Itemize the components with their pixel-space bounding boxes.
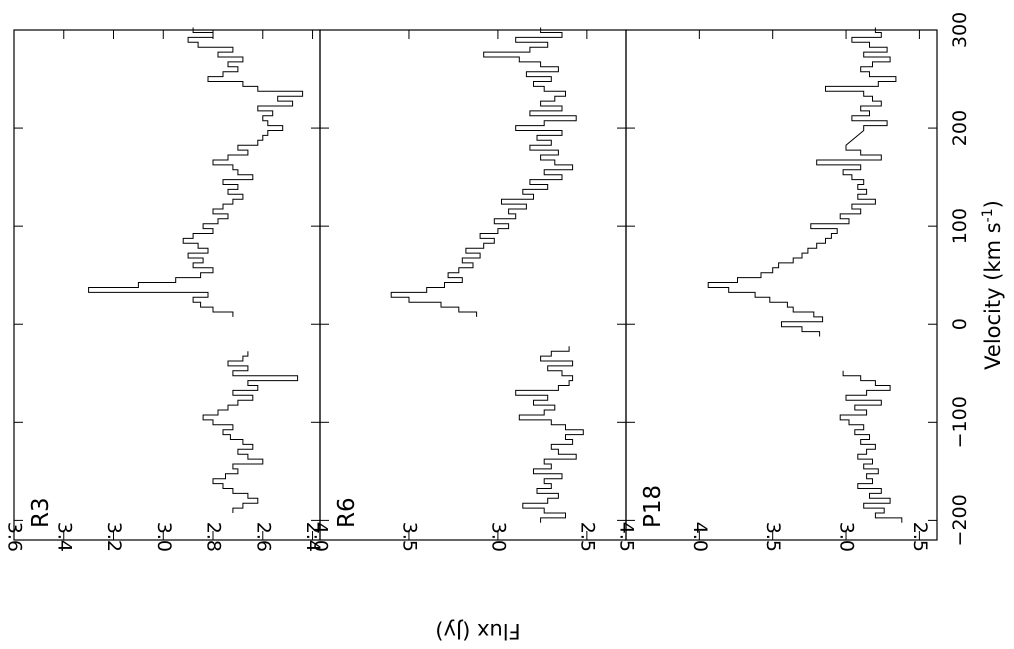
flux-tick-label-p18: 2.5	[909, 522, 931, 552]
spectrum-trace-r6-2	[390, 27, 577, 317]
panel-r6: 2.5 3.0 3.5 4.0R6	[310, 27, 627, 552]
flux-tick-label-r3: 3.4	[53, 522, 75, 552]
velocity-axis-label-main: Velocity (km s	[981, 222, 1005, 369]
velocity-axis: −200 −100 0 100 200 300	[949, 12, 971, 547]
flux-tick-label-r6: 3.0	[487, 522, 509, 552]
spectrum-trace-r3-1	[202, 351, 299, 513]
velocity-tick-label: −100	[949, 396, 971, 448]
flux-tick-label-r3: 3.0	[153, 522, 175, 552]
velocity-axis-label: Velocity (km s-1)	[980, 200, 1005, 370]
panel-label-r3: R3	[28, 497, 54, 528]
velocity-tick-label: 300	[949, 12, 971, 48]
flux-tick-label-r3: 3.2	[103, 522, 125, 552]
spectrum-trace-p18-2	[707, 27, 897, 337]
velocity-axis-label-exponent: -1	[980, 208, 996, 222]
flux-tick-label-r3: 2.6	[252, 522, 274, 552]
velocity-tick-label: 0	[949, 318, 971, 330]
panel-label-p18: P18	[640, 485, 666, 528]
spectrum-trace-p18-1	[839, 370, 903, 523]
flux-axis-label: Flux (Jy)	[435, 619, 520, 643]
panel-frame-r6	[319, 29, 627, 541]
flux-tick-label-r3: 3.6	[4, 522, 26, 552]
flux-tick-label-r6: 4.0	[310, 522, 332, 552]
flux-tick-label-r3: 2.8	[203, 522, 225, 552]
velocity-tick-label: 100	[949, 208, 971, 244]
velocity-axis-label-close: )	[981, 200, 1005, 208]
flux-tick-label-p18: 4.5	[616, 522, 638, 552]
panel-frame-p18	[625, 29, 938, 541]
panel-r3: 2.4 2.6 2.8 3.0 3.2 3.4 3.6R3	[4, 27, 324, 552]
velocity-tick-label: 200	[949, 110, 971, 146]
panel-label-r6: R6	[334, 497, 360, 528]
flux-tick-label-r3: 2.4	[302, 522, 324, 552]
velocity-tick-label: −200	[949, 494, 971, 546]
flux-tick-label-p18: 4.0	[689, 522, 711, 552]
flux-tick-label-r6: 2.5	[576, 522, 598, 552]
panels-group: 2.42.62.83.03.23.43.6R32.53.03.54.0R62.5…	[4, 27, 938, 552]
flux-tick-label-p18: 3.5	[762, 522, 784, 552]
spectrum-trace-r3-2	[88, 27, 304, 317]
flux-tick-label-p18: 3.0	[836, 522, 858, 552]
spectrum-trace-r6-1	[515, 346, 584, 523]
flux-tick-label-r6: 3.5	[398, 522, 420, 552]
